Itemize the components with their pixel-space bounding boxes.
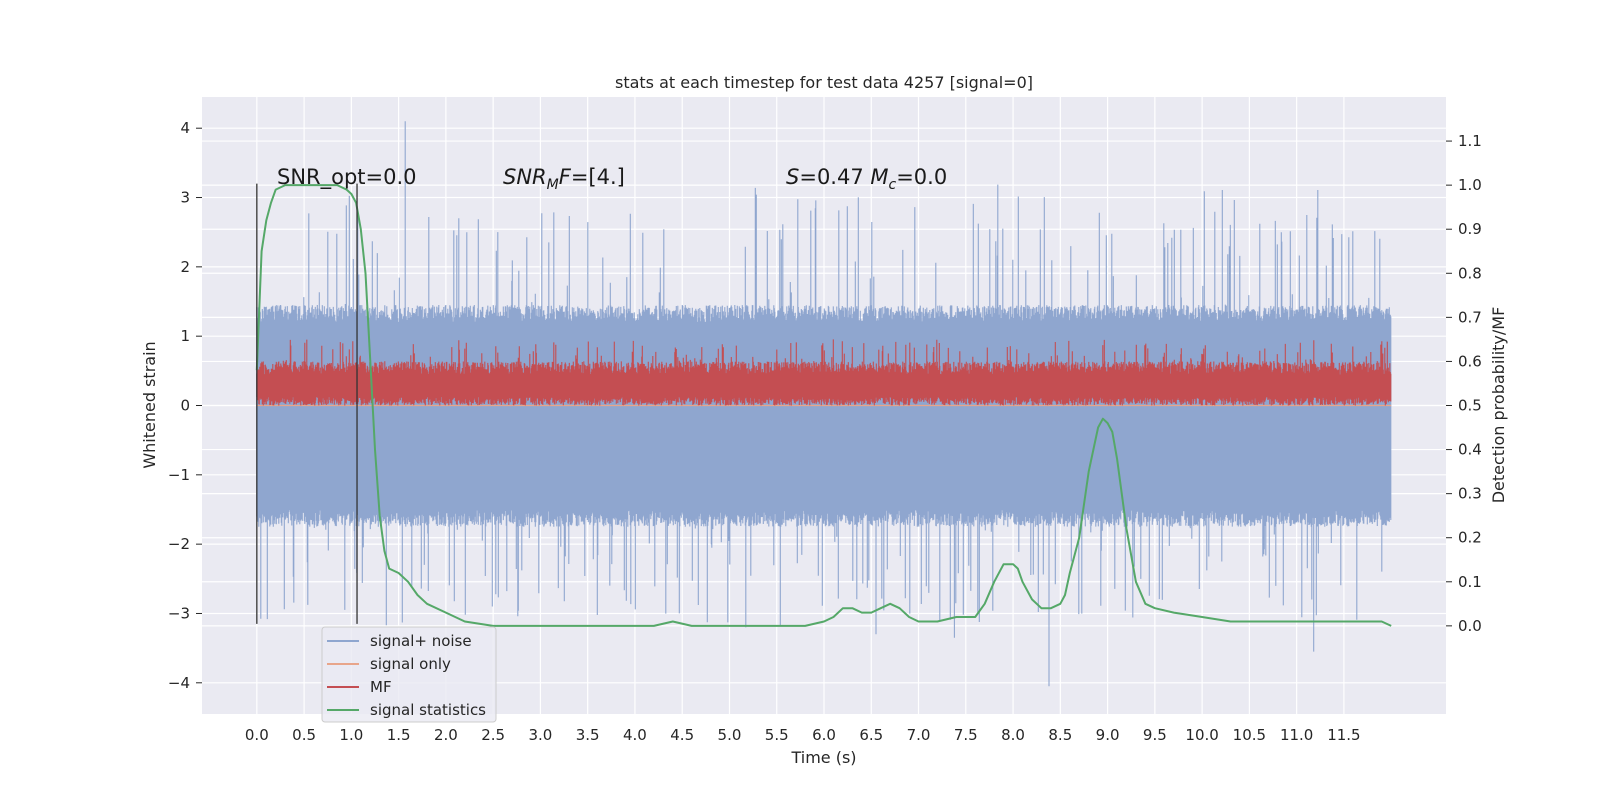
x-tick-label: 2.0 <box>434 726 458 744</box>
x-tick-label: 4.5 <box>670 726 694 744</box>
x-tick-label: 5.0 <box>718 726 742 744</box>
y-left-tick-label: 3 <box>180 189 190 207</box>
chart-title: stats at each timestep for test data 425… <box>615 73 1033 92</box>
vertical-lines <box>256 183 358 624</box>
y-right-tick-label: 1.1 <box>1458 132 1482 150</box>
legend-box <box>321 626 497 723</box>
x-tick-label: 9.5 <box>1143 726 1167 744</box>
x-tick-label: 3.0 <box>528 726 552 744</box>
x-tick-label: 3.5 <box>576 726 600 744</box>
x-axis-label: Time (s) <box>790 748 856 767</box>
annotation-s-mc: S=0.47 Mc=0.0 <box>786 165 947 193</box>
y-left-tick-label: −3 <box>168 604 190 622</box>
y-left-tick-label: 0 <box>180 397 190 415</box>
legend: signal+ noise signal only MF signal stat… <box>321 626 497 723</box>
y-axis-label-left: Whitened strain <box>140 341 159 468</box>
legend-label-signal-noise: signal+ noise <box>370 632 472 650</box>
y-right-tick-label: 0.5 <box>1458 397 1482 415</box>
y-right-tick-label: 0.3 <box>1458 485 1482 503</box>
x-tick-label: 0.0 <box>245 726 269 744</box>
x-tick-label: 11.0 <box>1280 726 1313 744</box>
x-tick-label: 6.0 <box>812 726 836 744</box>
y-right-tick-label: 0.1 <box>1458 573 1482 591</box>
annotation-snr-opt: SNR_opt=0.0 <box>277 165 417 190</box>
y-left-tick-label: 4 <box>180 119 190 137</box>
y-right-tick-label: 0.7 <box>1458 308 1482 326</box>
y-left-tick-label: −1 <box>168 466 190 484</box>
x-tick-label: 4.0 <box>623 726 647 744</box>
x-tick-label: 10.5 <box>1233 726 1266 744</box>
x-tick-label: 1.0 <box>339 726 363 744</box>
legend-label-signal-statistics: signal statistics <box>370 701 486 719</box>
x-tick-label: 6.5 <box>859 726 883 744</box>
tick-labels: 0.0 0.5 1.0 1.5 2.0 2.5 3.0 3.5 4.0 4.5 5.0 5.5 6.0 6… <box>168 119 1482 744</box>
y-right-tick-label: 1.0 <box>1458 176 1482 194</box>
y-left-tick-label: −4 <box>168 674 190 692</box>
x-tick-label: 0.5 <box>292 726 316 744</box>
y-right-tick-label: 0.6 <box>1458 352 1482 370</box>
x-tick-label: 2.5 <box>481 726 505 744</box>
x-tick-label: 9.0 <box>1096 726 1120 744</box>
y-axis-label-right: Detection probability/MF <box>1489 307 1508 504</box>
y-left-tick-label: 1 <box>180 327 190 345</box>
x-tick-label: 11.5 <box>1327 726 1360 744</box>
y-right-tick-label: 0.2 <box>1458 529 1482 547</box>
series-signal-statistics <box>255 184 1392 627</box>
y-left-tick-label: 2 <box>180 258 190 276</box>
x-tick-label: 8.0 <box>1001 726 1025 744</box>
x-tick-label: 7.5 <box>954 726 978 744</box>
x-tick-label: 1.5 <box>387 726 411 744</box>
legend-label-signal-only: signal only <box>370 655 451 673</box>
y-left-tick-label: −2 <box>168 535 190 553</box>
y-right-tick-label: 0.0 <box>1458 617 1482 635</box>
x-tick-label: 7.0 <box>907 726 931 744</box>
legend-label-mf: MF <box>370 678 392 696</box>
x-tick-label: 10.0 <box>1185 726 1218 744</box>
y-right-tick-label: 0.4 <box>1458 441 1482 459</box>
x-tick-label: 5.5 <box>765 726 789 744</box>
x-tick-label: 8.5 <box>1048 726 1072 744</box>
y-right-tick-label: 0.8 <box>1458 264 1482 282</box>
annotation-snr-mf: SNRMF=[4.] <box>503 165 625 193</box>
y-right-tick-label: 0.9 <box>1458 220 1482 238</box>
